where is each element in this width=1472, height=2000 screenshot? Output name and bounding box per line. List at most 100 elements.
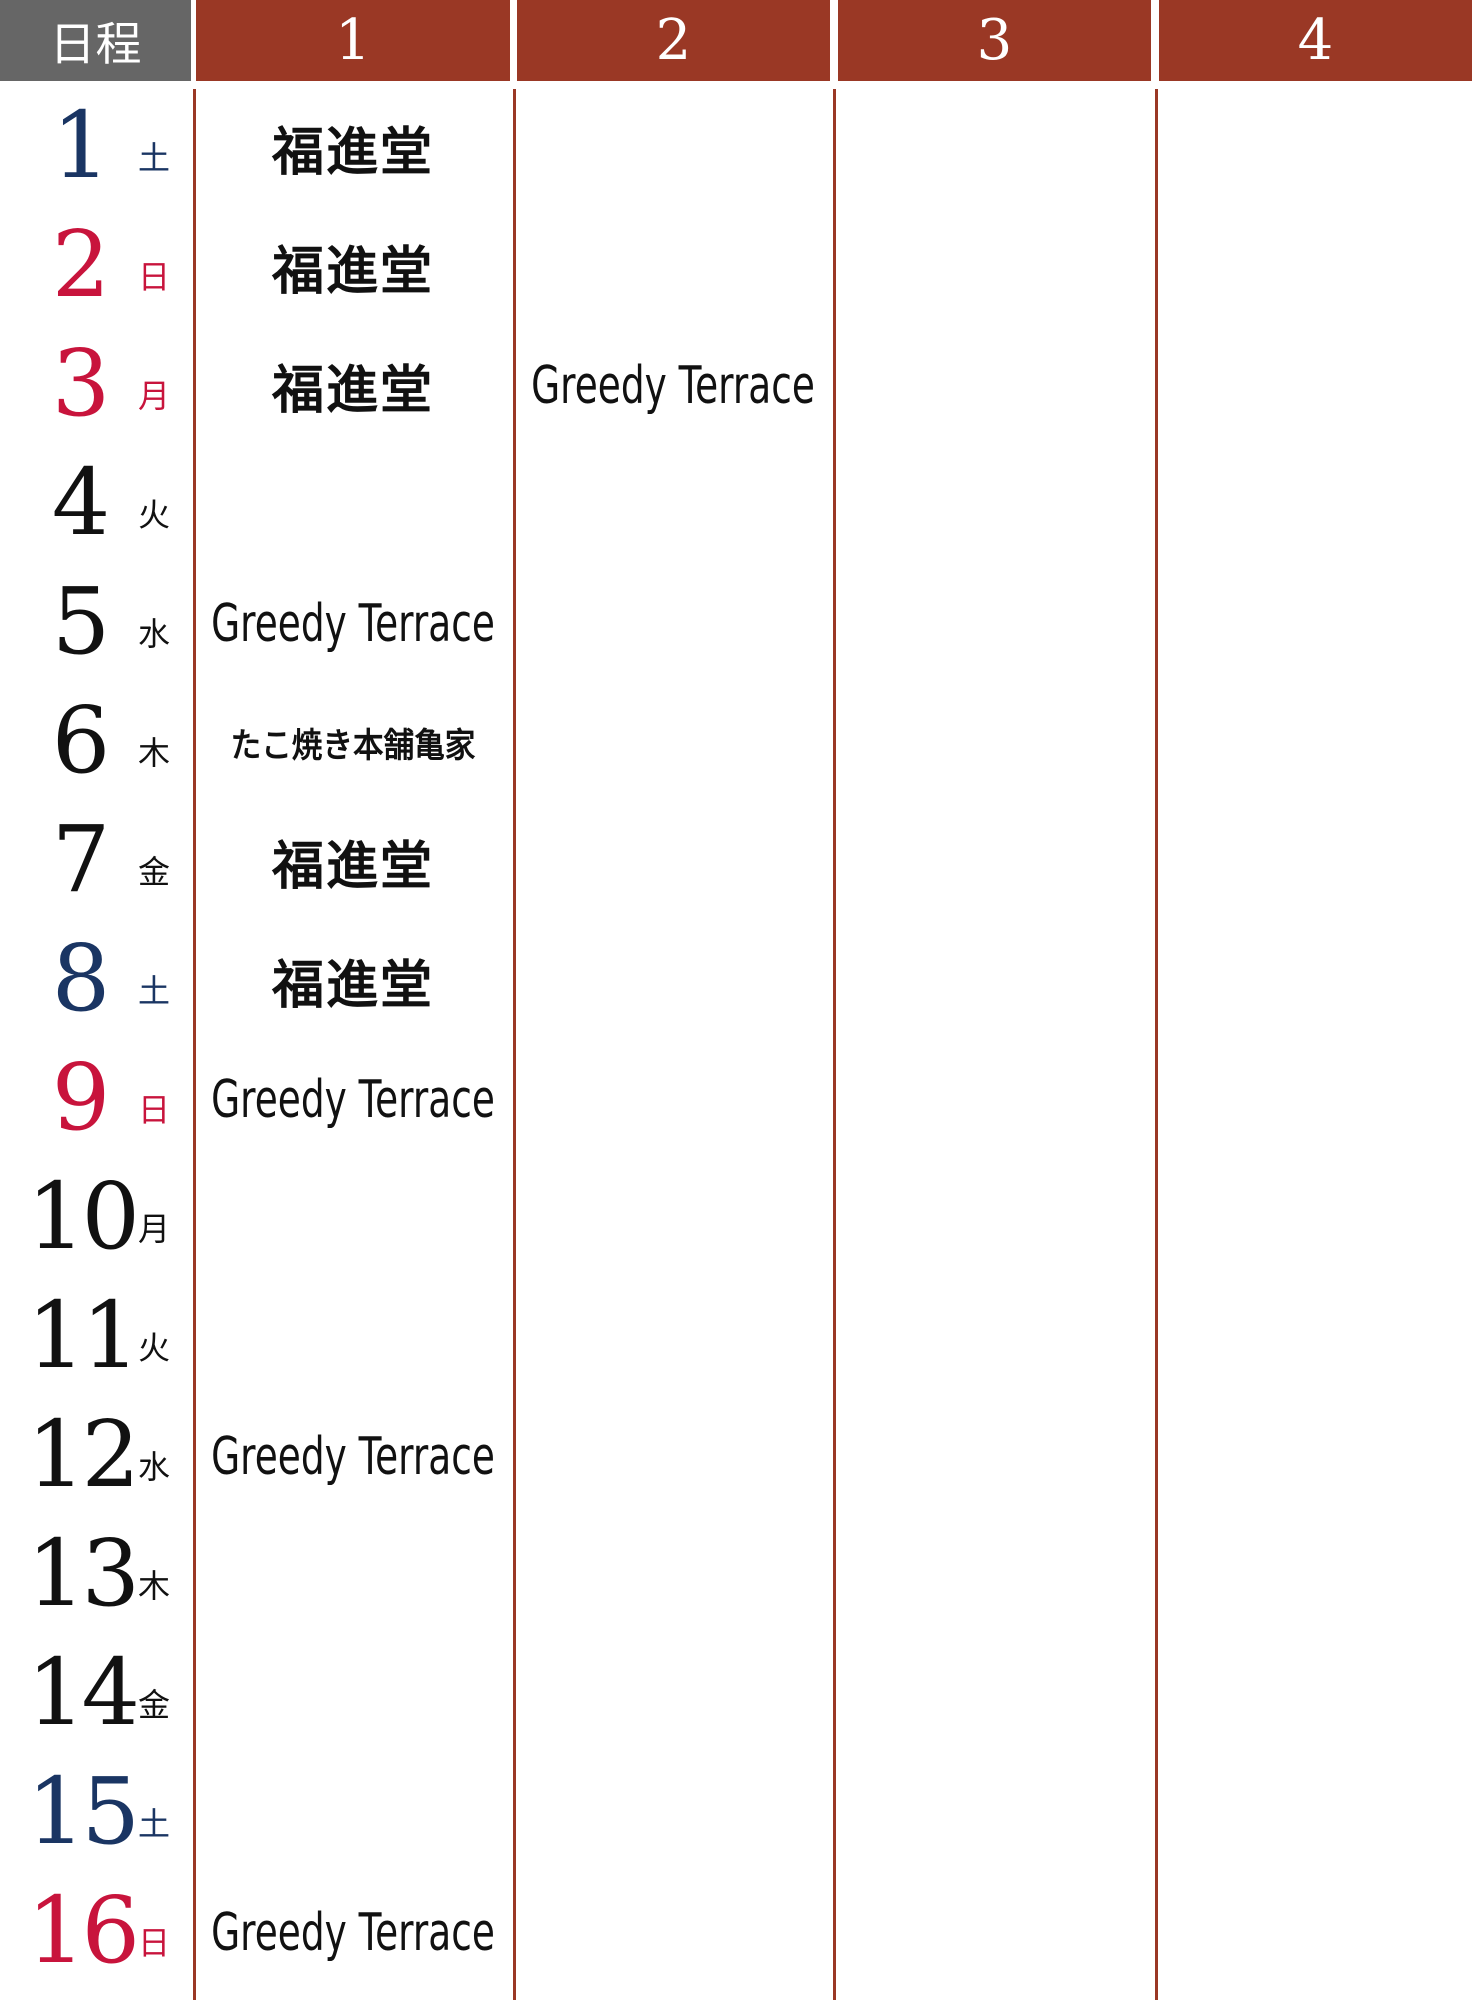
schedule-cell	[1159, 1873, 1472, 1992]
shop-name: たこ焼き本舗亀家	[230, 726, 476, 766]
shop-name: Greedy Terrace	[531, 355, 816, 416]
schedule-cell	[196, 1278, 510, 1397]
weekday-label: 月	[138, 377, 171, 415]
schedule-cell	[517, 1754, 830, 1873]
weekday-label: 土	[138, 139, 171, 177]
schedule-cell	[517, 802, 830, 921]
column-header-3: 3	[838, 0, 1151, 81]
schedule-row: 15 土	[0, 1754, 1472, 1873]
date-number: 15	[26, 1758, 140, 1865]
shop-name: Greedy Terrace	[211, 1426, 495, 1487]
schedule-cell: たこ焼き本舗亀家	[196, 683, 510, 802]
schedule-cell	[196, 1159, 510, 1278]
schedule-cell	[1159, 1278, 1472, 1397]
schedule-row: 3 月 福進堂 Greedy Terrace	[0, 326, 1472, 445]
schedule-row: 1 土 福進堂	[0, 88, 1472, 207]
schedule-cell	[517, 564, 830, 683]
shop-name: Greedy Terrace	[211, 1902, 495, 1963]
date-number: 7	[51, 806, 111, 913]
schedule-cell	[838, 802, 1151, 921]
schedule-cell	[838, 683, 1151, 802]
schedule-cell	[838, 1159, 1151, 1278]
schedule-cell	[838, 1040, 1151, 1159]
schedule-cell	[1159, 683, 1472, 802]
schedule-cell	[1159, 921, 1472, 1040]
schedule-cell	[1159, 1516, 1472, 1635]
schedule-cell	[517, 1278, 830, 1397]
schedule-cell	[838, 1516, 1151, 1635]
column-divider	[1155, 89, 1158, 2000]
schedule-cell	[1159, 1040, 1472, 1159]
schedule-cell: Greedy Terrace	[196, 1040, 510, 1159]
weekday-label: 水	[138, 1448, 171, 1486]
schedule-cell	[838, 564, 1151, 683]
schedule-cell: 福進堂	[196, 88, 510, 207]
schedule-row: 8 土 福進堂	[0, 921, 1472, 1040]
weekday-label: 日	[138, 1091, 171, 1129]
weekday-label: 土	[138, 1805, 171, 1843]
shop-name: 福進堂	[271, 955, 434, 1016]
shop-name: 福進堂	[271, 122, 434, 183]
date-number: 8	[51, 925, 111, 1032]
weekday-label: 木	[138, 734, 171, 772]
schedule-row: 16 日 Greedy Terrace	[0, 1873, 1472, 1992]
date-number: 3	[51, 330, 111, 437]
schedule-cell: Greedy Terrace	[196, 1397, 510, 1516]
schedule-row: 7 金 福進堂	[0, 802, 1472, 921]
column-divider	[833, 89, 836, 2000]
schedule-cell	[1159, 1397, 1472, 1516]
schedule-cell	[838, 326, 1151, 445]
shop-name: 福進堂	[271, 241, 434, 302]
weekday-label: 金	[138, 853, 171, 891]
schedule-cell	[1159, 802, 1472, 921]
schedule-row: 5 水 Greedy Terrace	[0, 564, 1472, 683]
schedule-cell: Greedy Terrace	[517, 326, 830, 445]
schedule-row: 9 日 Greedy Terrace	[0, 1040, 1472, 1159]
schedule-header: 日程	[0, 0, 191, 81]
schedule-row: 11 火	[0, 1278, 1472, 1397]
date-number: 10	[26, 1163, 140, 1270]
schedule-row: 10 月	[0, 1159, 1472, 1278]
schedule-cell	[517, 1159, 830, 1278]
date-number: 11	[26, 1282, 140, 1389]
schedule-cell: 福進堂	[196, 326, 510, 445]
schedule-cell	[517, 88, 830, 207]
schedule-cell	[517, 1397, 830, 1516]
schedule-cell	[1159, 326, 1472, 445]
shop-name: 福進堂	[271, 836, 434, 897]
schedule-cell	[1159, 1635, 1472, 1754]
schedule-cell	[517, 921, 830, 1040]
weekday-label: 日	[138, 258, 171, 296]
date-number: 4	[51, 449, 111, 556]
schedule-cell	[517, 683, 830, 802]
weekday-label: 金	[138, 1686, 171, 1724]
schedule-cell	[838, 445, 1151, 564]
schedule-cell: 福進堂	[196, 207, 510, 326]
schedule-cell	[517, 1635, 830, 1754]
date-number: 9	[51, 1044, 111, 1151]
weekday-label: 日	[138, 1924, 171, 1962]
schedule-row: 2 日 福進堂	[0, 207, 1472, 326]
schedule-cell	[517, 445, 830, 564]
schedule-cell	[196, 1635, 510, 1754]
date-number: 16	[26, 1877, 140, 1984]
schedule-cell	[838, 1397, 1151, 1516]
weekday-label: 水	[138, 615, 171, 653]
schedule-cell	[838, 921, 1151, 1040]
weekday-label: 木	[138, 1567, 171, 1605]
column-divider	[193, 89, 196, 2000]
schedule-cell	[517, 207, 830, 326]
schedule-cell	[838, 88, 1151, 207]
schedule-row: 12 水 Greedy Terrace	[0, 1397, 1472, 1516]
schedule-row: 13 木	[0, 1516, 1472, 1635]
schedule-cell	[838, 1754, 1151, 1873]
weekday-label: 月	[138, 1210, 171, 1248]
weekday-label: 土	[138, 972, 171, 1010]
schedule-cell: Greedy Terrace	[196, 564, 510, 683]
schedule-cell	[517, 1873, 830, 1992]
schedule-row: 14 金	[0, 1635, 1472, 1754]
schedule-cell	[517, 1040, 830, 1159]
schedule-cell: 福進堂	[196, 921, 510, 1040]
schedule-cell	[1159, 88, 1472, 207]
